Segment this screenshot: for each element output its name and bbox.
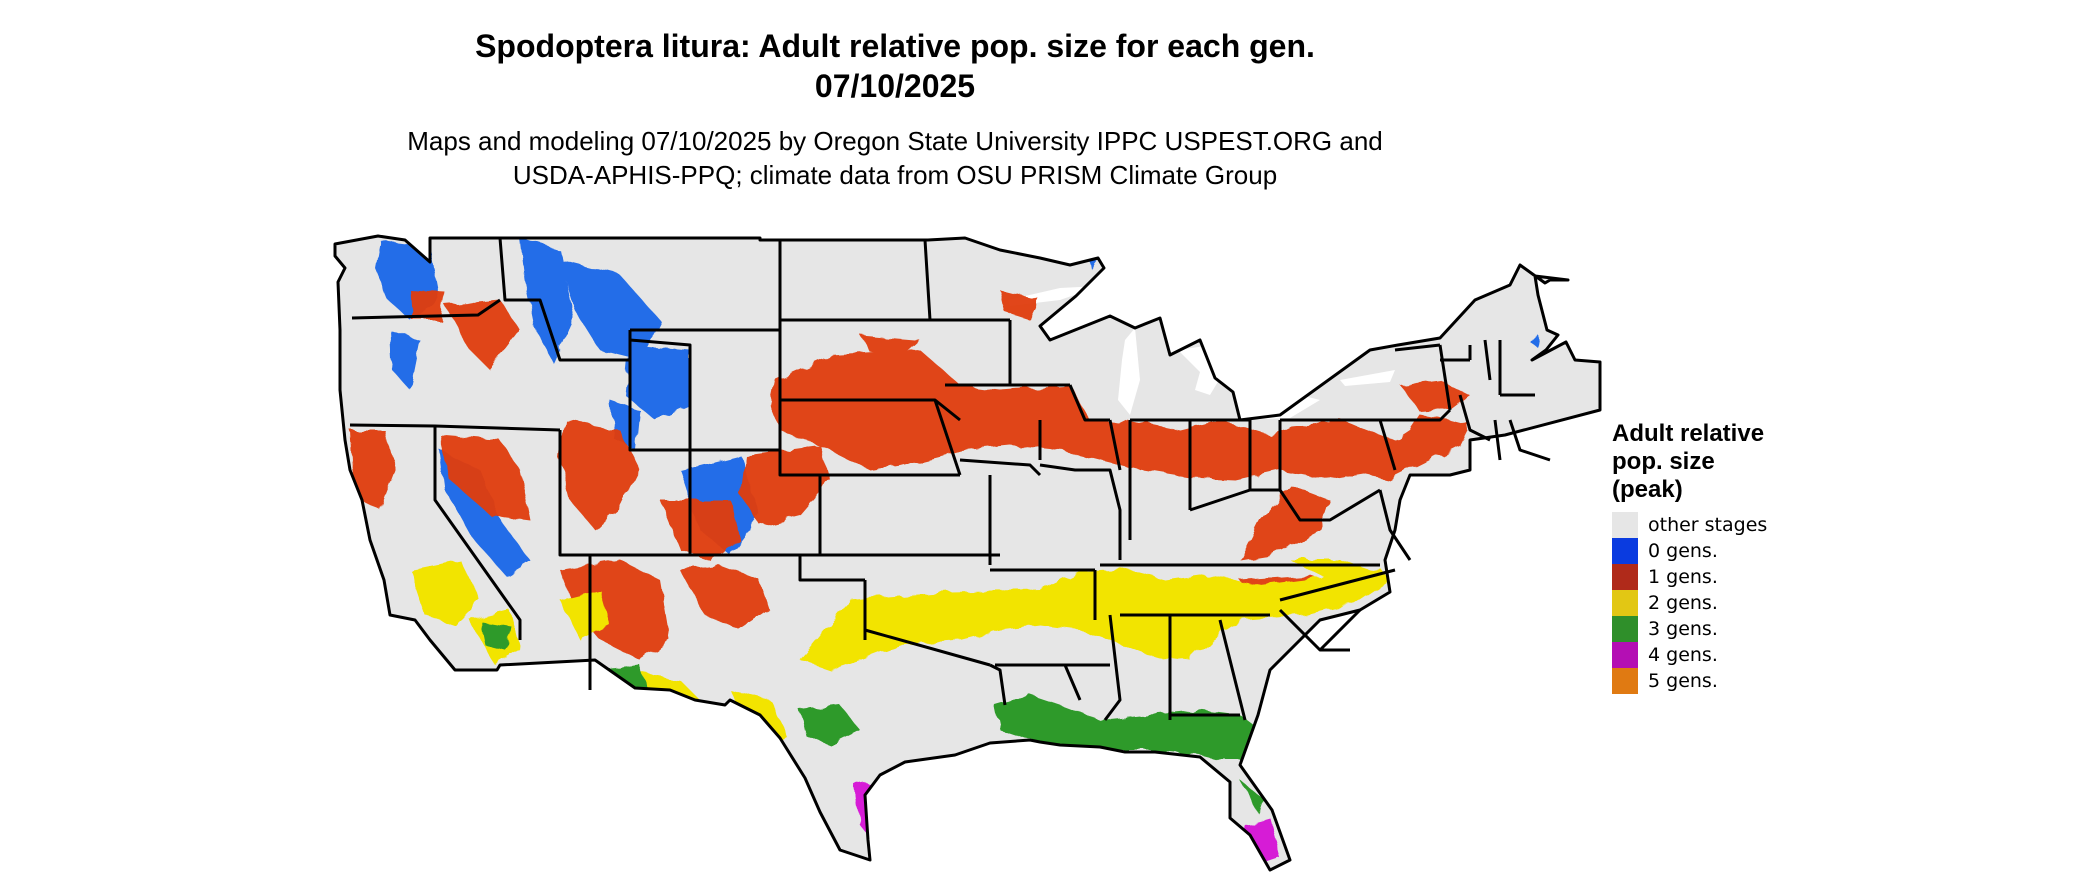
legend-label: 5 gens. xyxy=(1648,670,1718,692)
subtitle-line-1: Maps and modeling 07/10/2025 by Oregon S… xyxy=(407,126,1383,156)
legend-item-5-gens: 5 gens. xyxy=(1612,668,1772,694)
title-date-line: 07/10/2025 xyxy=(814,68,976,104)
legend-label: 0 gens. xyxy=(1648,540,1718,562)
legend-label: 2 gens. xyxy=(1648,592,1718,614)
subtitle-line-2: USDA-APHIS-PPQ; climate data from OSU PR… xyxy=(512,160,1278,190)
legend-item-other-stages: other stages xyxy=(1612,512,1772,538)
title-species-line: Spodoptera litura: Adult relative pop. s… xyxy=(475,28,1315,64)
lake-michigan xyxy=(1118,328,1140,415)
legend-swatch xyxy=(1612,590,1638,616)
legend-label: other stages xyxy=(1648,514,1768,536)
legend-swatch xyxy=(1612,616,1638,642)
legend-title-line-3: (peak) xyxy=(1612,476,1683,503)
lake-huron xyxy=(1178,345,1225,395)
legend: Adult relative pop. size (peak) other st… xyxy=(1612,420,1772,694)
legend-swatch xyxy=(1612,668,1638,694)
legend-items: other stages 0 gens. 1 gens. 2 gens. 3 g… xyxy=(1612,512,1772,694)
state-borders xyxy=(333,234,1602,872)
legend-label: 4 gens. xyxy=(1648,644,1718,666)
lake-ontario xyxy=(1340,370,1395,386)
map-subtitle: Maps and modeling 07/10/2025 by Oregon S… xyxy=(0,124,1790,192)
legend-item-0-gens: 0 gens. xyxy=(1612,538,1772,564)
legend-item-4-gens: 4 gens. xyxy=(1612,642,1772,668)
legend-label: 3 gens. xyxy=(1648,618,1718,640)
map-title: Spodoptera litura: Adult relative pop. s… xyxy=(0,26,1790,106)
legend-item-3-gens: 3 gens. xyxy=(1612,616,1772,642)
legend-swatch xyxy=(1612,538,1638,564)
legend-swatch xyxy=(1612,642,1638,668)
legend-swatch xyxy=(1612,512,1638,538)
legend-swatch xyxy=(1612,564,1638,590)
legend-title-line-1: Adult relative xyxy=(1612,420,1765,447)
legend-title-line-2: pop. size xyxy=(1612,448,1715,475)
legend-label: 1 gens. xyxy=(1648,566,1718,588)
legend-item-2-gens: 2 gens. xyxy=(1612,590,1772,616)
legend-title: Adult relative pop. size (peak) xyxy=(1612,420,1772,504)
zone-four-gens xyxy=(855,780,1280,864)
legend-item-1-gens: 1 gens. xyxy=(1612,564,1772,590)
